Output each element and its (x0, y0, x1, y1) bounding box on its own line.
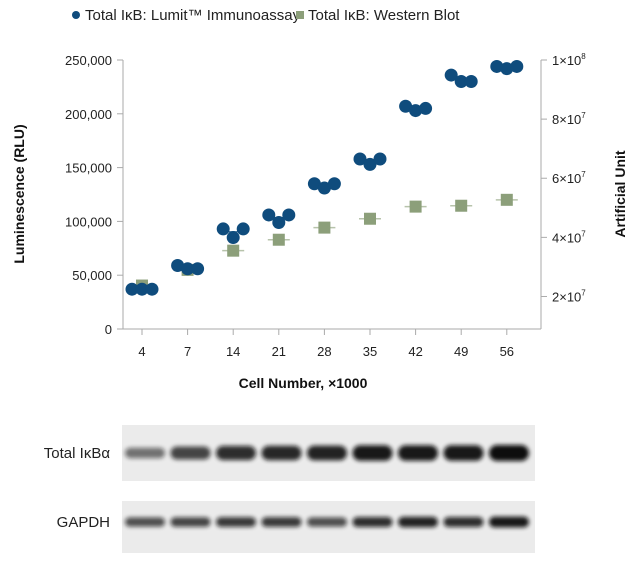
lumit-point (510, 59, 524, 73)
lumit-point (464, 75, 478, 89)
x-axis-label: Cell Number, ×1000 (239, 375, 368, 391)
y-tick-label: 0 (105, 322, 112, 337)
blot-label: GAPDH (57, 514, 110, 531)
blot-band (307, 445, 347, 461)
y-axis-label: Luminescence (RLU) (11, 124, 27, 263)
lumit-point (282, 208, 296, 222)
y2-tick-label: 1×108 (552, 52, 586, 68)
blot-band (170, 517, 211, 527)
x-tick-label: 56 (500, 344, 514, 359)
blot-band (216, 445, 256, 461)
lumit-point (490, 59, 504, 73)
lumit-point (500, 62, 514, 76)
lumit-point (191, 262, 205, 276)
lumit-point (373, 152, 387, 166)
blot-label: Total IκBα (44, 445, 111, 462)
lumit-point (135, 282, 149, 296)
legend-marker-western (296, 11, 304, 19)
blot-band (170, 446, 211, 460)
y2-tick-label: 4×107 (552, 229, 586, 245)
lumit-point (226, 231, 240, 245)
blot-band (261, 445, 302, 461)
western-point (409, 200, 422, 213)
western-point (272, 233, 285, 246)
blot-band (352, 445, 393, 461)
blot-band (398, 445, 438, 461)
blot-band (352, 516, 393, 528)
y2-tick-label: 2×107 (552, 288, 586, 304)
x-tick-label: 14 (226, 344, 240, 359)
y-tick-label: 250,000 (65, 53, 112, 68)
lumit-point (171, 259, 185, 273)
x-tick-label: 7 (184, 344, 191, 359)
blot-band (261, 517, 302, 527)
blot-band (125, 517, 165, 527)
lumit-point (236, 222, 250, 236)
y-tick-label: 150,000 (65, 161, 112, 176)
blot-band (489, 516, 529, 528)
legend-marker-lumit (72, 11, 80, 19)
lumit-point (181, 262, 195, 276)
lumit-point (262, 208, 276, 222)
legend: Total IκB: Lumit™ Immunoassay Total IκB:… (72, 7, 460, 24)
x-tick-label: 28 (317, 344, 331, 359)
blot-band (489, 445, 529, 461)
legend-label-western: Total IκB: Western Blot (308, 7, 460, 24)
x-tick-label: 35 (363, 344, 377, 359)
x-tick-label: 49 (454, 344, 468, 359)
western-point (500, 193, 513, 206)
western-point (227, 244, 240, 257)
lumit-point (353, 152, 367, 166)
legend-label-lumit: Total IκB: Lumit™ Immunoassay (85, 7, 301, 24)
lumit-point (272, 215, 286, 229)
lumit-point (327, 177, 341, 191)
lumit-point (145, 282, 159, 296)
lumit-point (454, 75, 468, 89)
blot-band (216, 517, 256, 527)
blot-band (307, 517, 347, 527)
lumit-point (409, 104, 423, 118)
y-tick-label: 200,000 (65, 107, 112, 122)
lumit-point (363, 157, 377, 171)
x-tick-label: 42 (408, 344, 422, 359)
lumit-point (125, 282, 139, 296)
lumit-point (317, 181, 331, 195)
lumit-point (399, 99, 413, 113)
blot-band (125, 447, 165, 459)
blot-band (443, 516, 484, 528)
western-point (455, 199, 468, 212)
lumit-point (444, 68, 458, 82)
blot-band (398, 516, 438, 528)
x-tick-label: 4 (138, 344, 145, 359)
y-tick-label: 50,000 (72, 268, 112, 283)
y2-tick-label: 8×107 (552, 111, 586, 127)
western-point (318, 221, 331, 234)
lumit-point (216, 222, 230, 236)
blot-band (443, 445, 484, 461)
western-point (364, 212, 376, 225)
y-tick-label: 100,000 (65, 214, 112, 229)
lumit-point (419, 101, 433, 115)
y2-tick-label: 6×107 (552, 170, 586, 186)
y2-axis-label: Artificial Unit (612, 150, 628, 237)
lumit-point (307, 177, 321, 191)
x-tick-label: 21 (272, 344, 286, 359)
